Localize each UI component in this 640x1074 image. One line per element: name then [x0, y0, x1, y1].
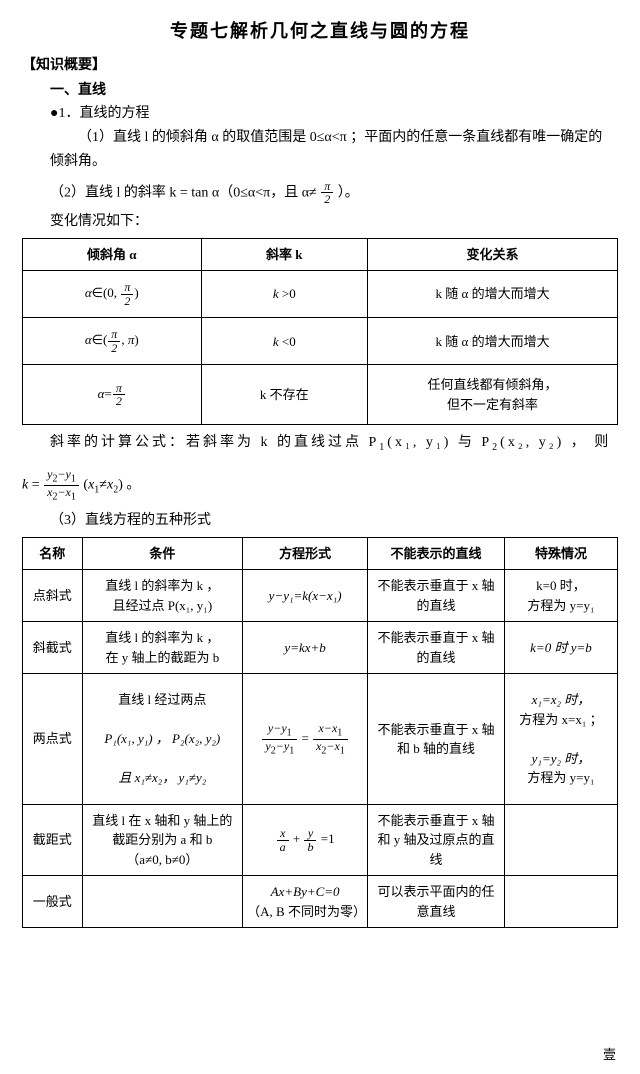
td: 直线 l 经过两点 P₁(x₁, y₁) ， P₂(x₂, y₂) 且 x₁≠x… [82, 674, 243, 805]
td: 截距式 [23, 804, 83, 876]
th: 方程形式 [243, 537, 368, 570]
paragraph-5: （3）直线方程的五种形式 [50, 509, 618, 533]
td: 不能表示垂直于 x 轴的直线 [368, 570, 505, 622]
heading-line: 一、直线 [50, 80, 618, 101]
td: k 随 α 的增大而增大 [368, 271, 618, 318]
td: y−y1y2−y1 = x−x1x2−x1 [243, 674, 368, 805]
td: 直线 l 在 x 轴和 y 轴上的截距分别为 a 和 b（a≠0, b≠0） [82, 804, 243, 876]
td: α∈(π2, π) [23, 318, 202, 365]
td: 一般式 [23, 876, 83, 928]
page-number: 壹 [603, 1045, 616, 1065]
td: 任何直线都有倾斜角，但不一定有斜率 [368, 365, 618, 425]
td: k 随 α 的增大而增大 [368, 318, 618, 365]
paragraph-2: （2）直线 l 的斜率 k = tan α（0≤α<π，且 α≠ π2 ）。 [50, 180, 618, 206]
td: α=π2 [23, 365, 202, 425]
fraction-pi-2: π2 [321, 180, 333, 206]
td: 不能表示垂直于 x 轴和 y 轴及过原点的直线 [368, 804, 505, 876]
td: y−y₁=k(x−x₁) [243, 570, 368, 622]
slope-formula: k = y2−y1x2−x1 (x1≠x2) 。 [22, 468, 618, 503]
td: 点斜式 [23, 570, 83, 622]
td: k=0 时，方程为 y=y₁ [504, 570, 617, 622]
td: 不能表示垂直于 x 轴的直线 [368, 622, 505, 674]
td [504, 876, 617, 928]
td: 可以表示平面内的任意直线 [368, 876, 505, 928]
td [82, 876, 243, 928]
paragraph-1: （1）直线 l 的倾斜角 α 的取值范围是 0≤α<π ；平面内的任意一条直线都… [22, 126, 618, 174]
td: k >0 [201, 271, 368, 318]
paragraph-3: 变化情况如下： [50, 210, 618, 234]
text: ）。 [338, 185, 359, 200]
th: 倾斜角 α [23, 238, 202, 271]
page-title: 专题七解析几何之直线与圆的方程 [22, 18, 618, 45]
td [504, 804, 617, 876]
section-head: 【知识概要】 [22, 55, 618, 76]
th: 条件 [82, 537, 243, 570]
td: Ax+By+C=0（A, B 不同时为零） [243, 876, 368, 928]
td: 直线 l 的斜率为 k ，且经过点 P(x₁, y₁) [82, 570, 243, 622]
td: 不能表示垂直于 x 轴和 b 轴的直线 [368, 674, 505, 805]
td: α∈(0, π2) [23, 271, 202, 318]
td: k 不存在 [201, 365, 368, 425]
td: 斜截式 [23, 622, 83, 674]
paragraph-4: 斜率的计算公式：若斜率为 k 的直线过点 P1(x₁, y₁) 与 P2(x₂,… [50, 431, 618, 456]
text: 斜率的计算公式：若斜率为 k 的直线过点 P [50, 435, 379, 450]
table-slope-variation: 倾斜角 α 斜率 k 变化关系 α∈(0, π2) k >0 k 随 α 的增大… [22, 238, 618, 426]
th: 特殊情况 [504, 537, 617, 570]
text: (x₁, y₁) 与 P [387, 435, 492, 450]
text: (x₂, y₂) ， 则 [500, 435, 611, 450]
td: xa + yb =1 [243, 804, 368, 876]
text: （1）直线 l 的倾斜角 α 的取值范围是 0≤α<π ；平面内的任意一条直线都… [50, 130, 602, 169]
th: 名称 [23, 537, 83, 570]
td: 直线 l 的斜率为 k ，在 y 轴上的截距为 b [82, 622, 243, 674]
text: （2）直线 l 的斜率 k = tan α（0≤α<π，且 α≠ [50, 185, 317, 200]
td: y=kx+b [243, 622, 368, 674]
td: x₁=x₂ 时， 方程为 x=x₁ ； y₁=y₂ 时， 方程为 y=y₁ [504, 674, 617, 805]
th: 斜率 k [201, 238, 368, 271]
th: 变化关系 [368, 238, 618, 271]
td: 两点式 [23, 674, 83, 805]
td: k=0 时 y=b [504, 622, 617, 674]
th: 不能表示的直线 [368, 537, 505, 570]
heading-equation: ●1．直线的方程 [50, 103, 618, 124]
td: k <0 [201, 318, 368, 365]
table-line-forms: 名称 条件 方程形式 不能表示的直线 特殊情况 点斜式 直线 l 的斜率为 k … [22, 537, 618, 929]
